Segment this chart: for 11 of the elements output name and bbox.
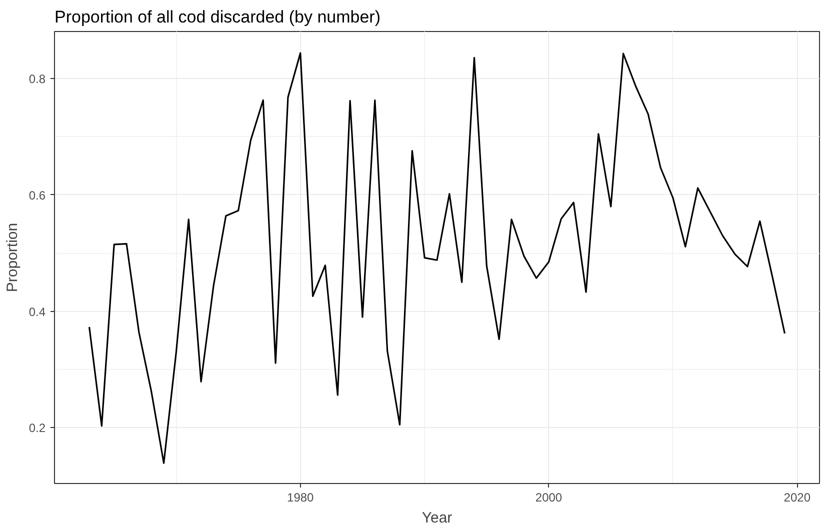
x-tick-label: 2000 — [535, 490, 562, 504]
x-tick-label: 1980 — [287, 490, 314, 504]
y-tick-label: 0.4 — [28, 304, 46, 319]
y-axis-title: Proportion — [4, 222, 21, 292]
line-series — [88, 52, 786, 464]
y-tick-label: 0.6 — [28, 188, 46, 202]
x-axis-title: Year — [422, 510, 452, 526]
x-tick-label: 2020 — [784, 490, 811, 504]
chart-title: Proportion of all cod discarded (by number) — [54, 8, 380, 26]
y-tick-label: 0.8 — [28, 72, 46, 86]
y-tick-label: 0.2 — [28, 421, 46, 436]
